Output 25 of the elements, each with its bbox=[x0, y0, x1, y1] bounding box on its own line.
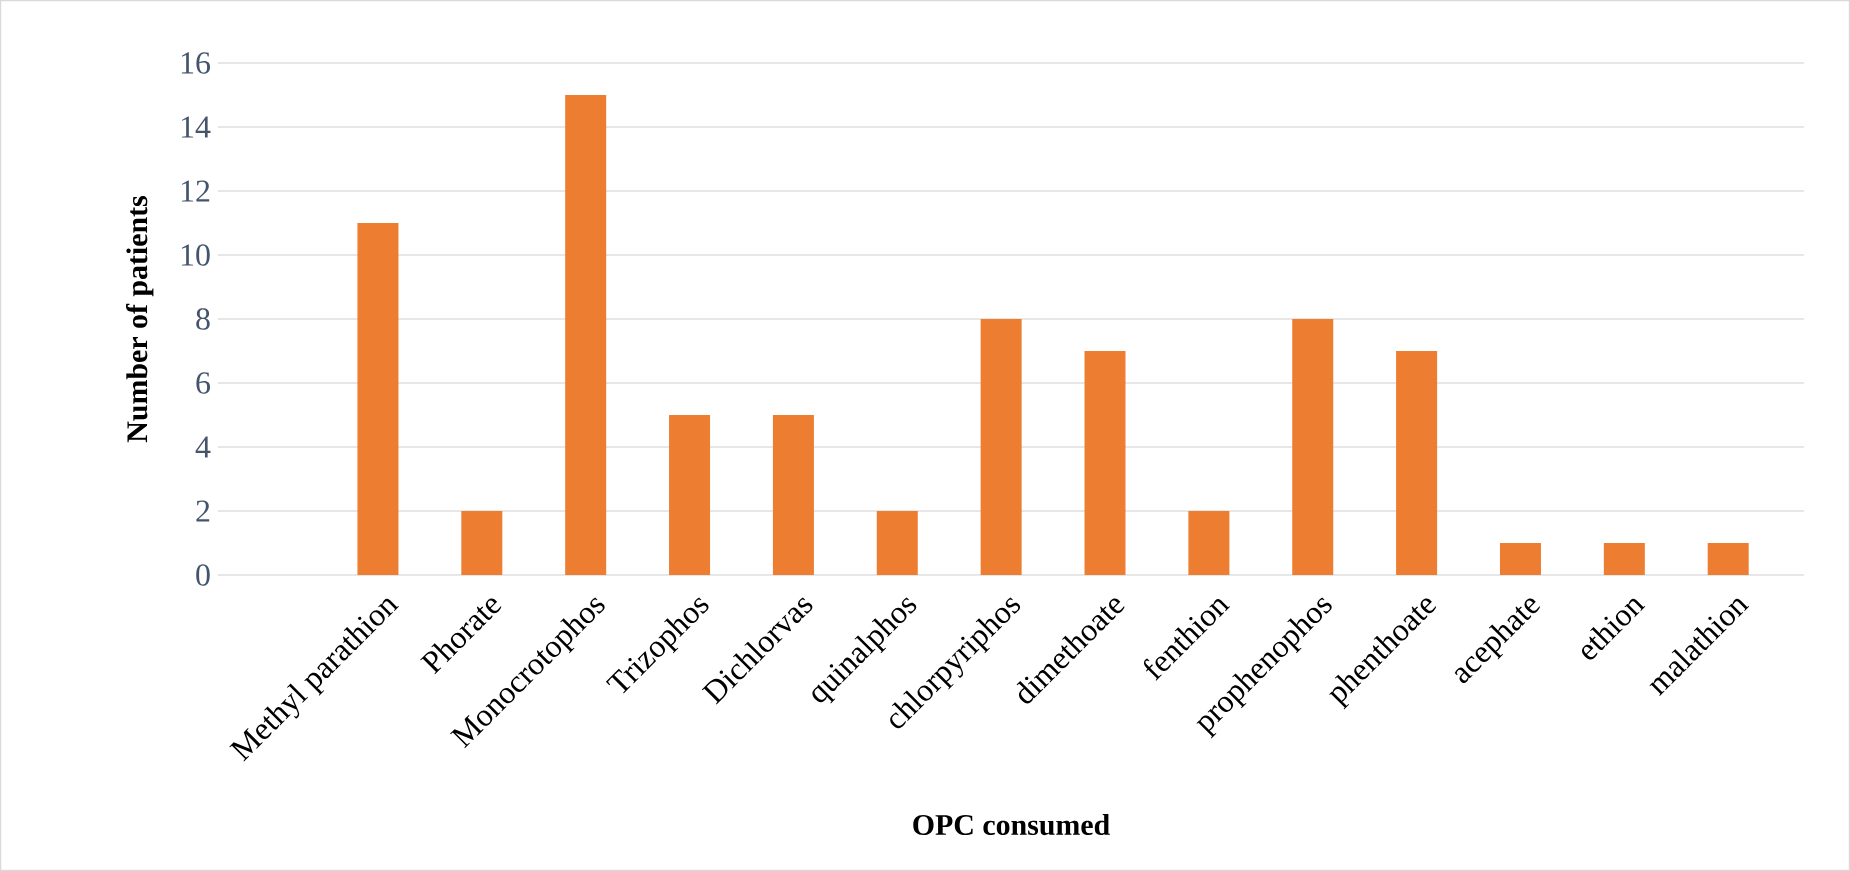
y-tick-label: 12 bbox=[181, 180, 210, 202]
bar bbox=[669, 415, 711, 575]
bar bbox=[980, 319, 1022, 575]
bar bbox=[461, 511, 503, 575]
bar bbox=[1603, 543, 1645, 575]
y-tick-label: 16 bbox=[181, 52, 211, 74]
bar bbox=[1499, 543, 1541, 575]
y-tick-label: 2 bbox=[196, 500, 210, 522]
bar bbox=[565, 94, 607, 575]
bar bbox=[357, 223, 399, 575]
y-tick-label: 14 bbox=[181, 116, 211, 138]
y-tick-label: 10 bbox=[181, 244, 210, 266]
x-axis-title: OPC consumed bbox=[913, 814, 1110, 836]
y-tick-label: 8 bbox=[196, 308, 210, 330]
bar bbox=[1188, 511, 1230, 575]
bar bbox=[1292, 319, 1334, 575]
y-tick-label: 0 bbox=[196, 564, 210, 586]
y-axis-title: Number of patients bbox=[126, 196, 154, 443]
bar bbox=[1707, 543, 1749, 575]
bar bbox=[772, 415, 814, 575]
y-tick-label: 6 bbox=[196, 372, 211, 394]
y-tick-label: 4 bbox=[195, 436, 211, 458]
bar bbox=[1084, 351, 1126, 575]
bar bbox=[1396, 351, 1438, 575]
bar bbox=[876, 511, 918, 575]
